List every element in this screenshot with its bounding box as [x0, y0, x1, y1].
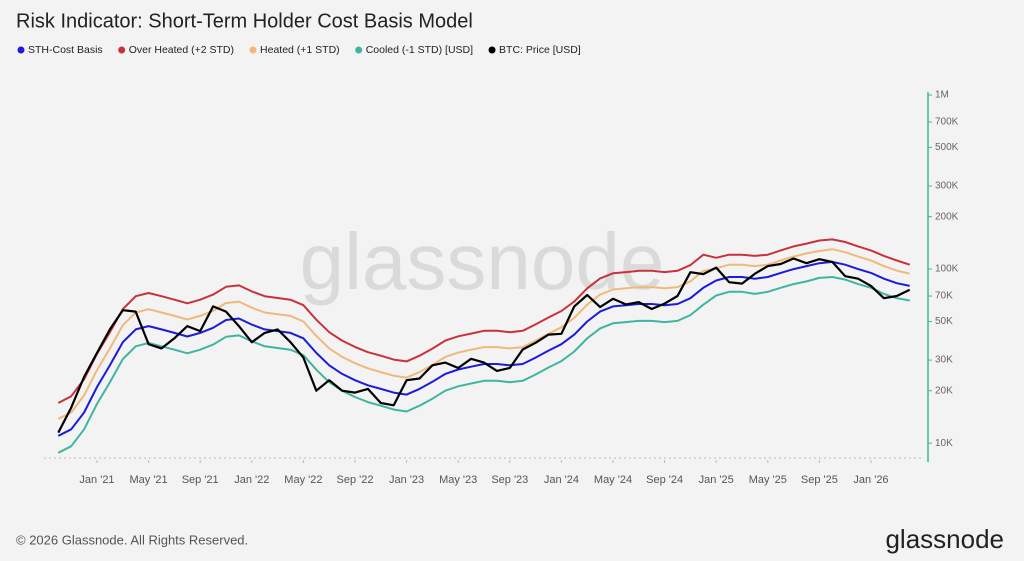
y-tick-label: 300K — [935, 181, 959, 192]
x-tick-label: Jan '26 — [853, 474, 888, 486]
legend-marker — [355, 46, 363, 54]
x-tick-label: May '21 — [130, 474, 168, 486]
series-line — [57, 257, 911, 434]
legend-label: Cooled (-1 STD) [USD] — [366, 44, 473, 56]
x-tick-label: Sep '21 — [182, 474, 219, 486]
chart-title: Risk Indicator: Short-Term Holder Cost B… — [16, 10, 473, 32]
y-tick-label: 700K — [935, 117, 959, 128]
y-tick-label: 10K — [935, 438, 953, 449]
legend-label: Over Heated (+2 STD) — [129, 44, 234, 56]
legend-label: Heated (+1 STD) — [260, 44, 340, 56]
legend-marker — [17, 46, 25, 54]
footer: © 2026 Glassnode. All Rights Reserved. — [16, 532, 248, 547]
legend-marker — [488, 46, 496, 54]
x-tick-label: Jan '23 — [389, 474, 424, 486]
x-tick-label: May '22 — [284, 474, 322, 486]
y-tick-label: 500K — [935, 142, 959, 153]
legend-marker — [249, 46, 257, 54]
series-line — [57, 248, 910, 420]
legend-marker — [118, 46, 126, 54]
series-line — [57, 276, 910, 454]
x-tick-label: Jan '22 — [234, 474, 269, 486]
series-line — [57, 260, 910, 437]
x-tick-label: Sep '23 — [491, 474, 528, 486]
x-tick-label: Sep '24 — [646, 474, 683, 486]
y-tick-label: 20K — [935, 385, 953, 396]
y-tick-label: 30K — [935, 355, 953, 366]
x-tick-label: Jan '25 — [699, 474, 734, 486]
logo: glassnode — [885, 524, 1004, 554]
y-tick-label: 50K — [935, 316, 953, 327]
series-line — [57, 238, 911, 404]
y-tick-label: 100K — [935, 264, 959, 275]
x-tick-label: Jan '24 — [544, 474, 579, 486]
legend-label: BTC: Price [USD] — [499, 44, 581, 56]
y-tick-label: 200K — [935, 211, 959, 222]
y-tick-label: 1M — [935, 90, 949, 101]
x-tick-label: May '24 — [594, 474, 632, 486]
y-tick-label: 70K — [935, 291, 953, 302]
x-tick-label: Jan '21 — [79, 474, 114, 486]
x-tick-label: Sep '22 — [337, 474, 374, 486]
watermark: glassnode — [300, 217, 665, 306]
x-tick-label: Sep '25 — [801, 474, 838, 486]
x-tick-label: May '23 — [439, 474, 477, 486]
x-tick-label: May '25 — [749, 474, 787, 486]
legend-label: STH-Cost Basis — [28, 44, 103, 56]
